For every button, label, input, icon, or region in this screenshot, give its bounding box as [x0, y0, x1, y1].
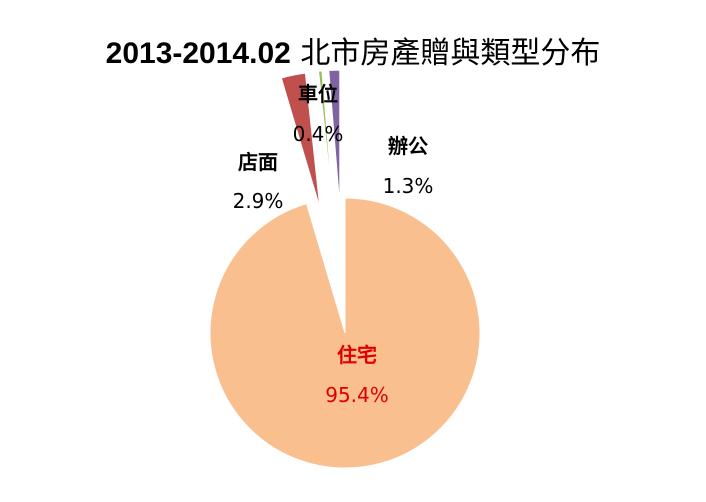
- slice-label-parking: 車位: [298, 82, 338, 106]
- slice-value-storefront: 2.9%: [233, 189, 284, 213]
- pie-slice-office: [328, 69, 341, 206]
- pie-slice-parking: [318, 70, 334, 206]
- pie-slice-storefront: [280, 72, 321, 208]
- slice-value-parking: 0.4%: [293, 122, 344, 146]
- slice-label-office: 辦公: [388, 134, 428, 158]
- chart-title-prefix: 2013-2014.02: [105, 37, 291, 70]
- chart-title: 2013-2014.02 北市房產贈與類型分布: [0, 28, 706, 72]
- slice-label-storefront: 店面: [238, 150, 278, 174]
- pie-labels: 住宅 95.4% 店面 2.9% 車位 0.4% 辦公 1.3%: [233, 82, 434, 407]
- pie-slices: [209, 69, 481, 469]
- pie-slice-residential: [209, 197, 481, 469]
- slice-value-residential: 95.4%: [325, 383, 389, 407]
- slice-value-office: 1.3%: [383, 174, 434, 198]
- chart-title-suffix: 北市房產贈與類型分布: [300, 36, 601, 71]
- slice-label-residential: 住宅: [337, 343, 377, 367]
